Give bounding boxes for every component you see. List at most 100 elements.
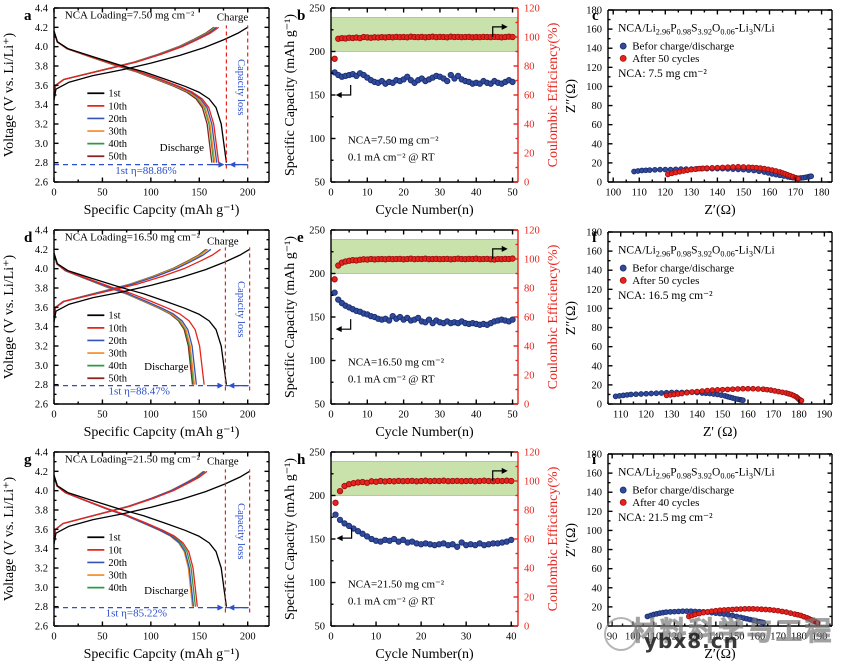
svg-text:160: 160 — [586, 469, 602, 480]
svg-text:0: 0 — [597, 400, 602, 411]
svg-text:100: 100 — [143, 632, 159, 643]
svg-text:40th: 40th — [108, 583, 127, 594]
svg-text:2.6: 2.6 — [35, 178, 48, 189]
svg-text:180: 180 — [791, 632, 807, 643]
svg-text:200: 200 — [240, 188, 256, 199]
svg-text:3.6: 3.6 — [35, 303, 48, 314]
panel-g: NCA Loading=21.50 mg cm⁻² Charge Discharge… — [0, 444, 281, 666]
svg-text:4.4: 4.4 — [35, 226, 49, 237]
svg-text:2.6: 2.6 — [35, 400, 48, 411]
svg-text:Specific Capcity (mAh g⁻¹): Specific Capcity (mAh g⁻¹) — [84, 425, 240, 440]
svg-text:140: 140 — [586, 44, 602, 55]
svg-text:Cycle Number(n): Cycle Number(n) — [375, 647, 474, 662]
panel-e: NCA=16.50 mg cm⁻² 0.1 mA cm⁻² @ RT 0 10 20 30… — [281, 222, 562, 444]
svg-text:150: 150 — [191, 188, 207, 199]
svg-text:150: 150 — [191, 410, 207, 421]
panel-i: NCA/Li2.96P0.98S3.92O0.06-Li3N/Li NCA: 21… — [562, 444, 844, 666]
svg-text:100: 100 — [309, 356, 325, 367]
panel-f-chart: NCA/Li2.96P0.98S3.92O0.06-Li3N/Li NCA: 16… — [564, 228, 833, 440]
svg-text:50: 50 — [315, 400, 326, 411]
svg-text:130: 130 — [683, 188, 699, 199]
svg-text:Specific Capacity (mAh g⁻¹): Specific Capacity (mAh g⁻¹) — [283, 14, 298, 176]
svg-text:4.4: 4.4 — [35, 448, 49, 459]
svg-text:110: 110 — [646, 632, 661, 643]
svg-text:4.0: 4.0 — [35, 264, 48, 275]
svg-text:100: 100 — [309, 134, 325, 145]
svg-text:40th: 40th — [108, 361, 127, 372]
svg-text:0.1 mA cm⁻² @ RT: 0.1 mA cm⁻² @ RT — [348, 151, 435, 163]
svg-text:200: 200 — [309, 269, 325, 280]
svg-text:80: 80 — [592, 545, 603, 556]
panel-g-chart: NCA Loading=21.50 mg cm⁻² Charge Discharge… — [2, 448, 270, 662]
svg-text:Coulombic Efficiency(%): Coulombic Efficiency(%) — [546, 22, 561, 167]
svg-text:250: 250 — [309, 4, 325, 15]
svg-text:Charge: Charge — [207, 236, 239, 248]
svg-text:60: 60 — [592, 120, 603, 131]
svg-text:20: 20 — [524, 371, 535, 382]
svg-text:Voltage (V vs. Li/Li⁺): Voltage (V vs. Li/Li⁺) — [2, 477, 17, 602]
svg-text:3.4: 3.4 — [35, 322, 49, 333]
svg-text:120: 120 — [524, 448, 540, 459]
svg-text:Voltage (V vs. Li/Li⁺): Voltage (V vs. Li/Li⁺) — [2, 255, 17, 380]
svg-text:80: 80 — [592, 323, 603, 334]
svg-text:Discharge: Discharge — [144, 361, 189, 373]
svg-text:Charge: Charge — [217, 12, 249, 24]
svg-text:40: 40 — [592, 361, 603, 372]
svg-text:20th: 20th — [108, 558, 127, 569]
svg-text:120: 120 — [666, 632, 682, 643]
svg-text:Specific Capcity (mAh g⁻¹): Specific Capcity (mAh g⁻¹) — [84, 203, 240, 218]
svg-text:1st η=88.47%: 1st η=88.47% — [108, 385, 169, 397]
svg-text:After 50 cycles: After 50 cycles — [632, 53, 699, 65]
svg-text:Z' (Ω): Z' (Ω) — [703, 425, 738, 440]
svg-text:150: 150 — [715, 410, 731, 421]
svg-text:100: 100 — [605, 188, 621, 199]
svg-text:Discharge: Discharge — [160, 142, 205, 154]
svg-text:2.6: 2.6 — [35, 622, 48, 633]
svg-text:20: 20 — [592, 602, 603, 613]
svg-text:100: 100 — [143, 410, 159, 421]
svg-text:60: 60 — [592, 342, 603, 353]
svg-text:130: 130 — [687, 632, 703, 643]
svg-text:20: 20 — [592, 380, 603, 391]
svg-text:100: 100 — [586, 304, 602, 315]
svg-text:10t: 10t — [108, 545, 122, 556]
svg-text:150: 150 — [736, 188, 752, 199]
svg-text:120: 120 — [586, 63, 602, 74]
svg-text:3.6: 3.6 — [35, 81, 48, 92]
svg-text:4.4: 4.4 — [35, 4, 49, 15]
svg-text:2.8: 2.8 — [35, 380, 48, 391]
svg-text:3.0: 3.0 — [35, 361, 48, 372]
svg-text:Befor charge/discharge: Befor charge/discharge — [632, 485, 734, 497]
svg-text:120: 120 — [586, 285, 602, 296]
svg-text:170: 170 — [788, 188, 804, 199]
svg-text:Specific Capacity (mAh g⁻¹): Specific Capacity (mAh g⁻¹) — [283, 236, 298, 398]
svg-text:Coulombic Efficiency(%): Coulombic Efficiency(%) — [546, 466, 561, 611]
svg-text:100: 100 — [524, 33, 540, 44]
svg-text:180: 180 — [791, 410, 807, 421]
svg-text:b: b — [297, 8, 305, 24]
svg-text:40: 40 — [524, 120, 535, 131]
svg-text:3.0: 3.0 — [35, 583, 48, 594]
svg-text:NCA/Li2.96P0.98S3.92O0.06-Li3N: NCA/Li2.96P0.98S3.92O0.06-Li3N/Li — [618, 467, 775, 481]
svg-text:200: 200 — [240, 632, 256, 643]
svg-text:a: a — [24, 8, 32, 24]
svg-text:50th: 50th — [108, 152, 127, 163]
svg-text:NCA/Li2.96P0.98S3.92O0.06-Li3N: NCA/Li2.96P0.98S3.92O0.06-Li3N/Li — [618, 245, 775, 259]
watermark-chinese-text: 材料科学与工程 — [630, 616, 835, 646]
svg-text:0: 0 — [51, 188, 56, 199]
svg-text:0: 0 — [328, 410, 333, 421]
svg-text:10: 10 — [362, 410, 373, 421]
svg-text:100: 100 — [586, 526, 602, 537]
svg-text:180: 180 — [586, 6, 602, 17]
svg-text:1st η=85.22%: 1st η=85.22% — [106, 607, 167, 619]
svg-text:20th: 20th — [108, 336, 127, 347]
svg-text:30: 30 — [461, 632, 472, 643]
svg-text:140: 140 — [586, 488, 602, 499]
panel-i-chart: NCA/Li2.96P0.98S3.92O0.06-Li3N/Li NCA: 21… — [564, 450, 833, 662]
svg-text:140: 140 — [710, 188, 726, 199]
svg-text:150: 150 — [191, 632, 207, 643]
panel-e-chart: NCA=16.50 mg cm⁻² 0.1 mA cm⁻² @ RT 0 10 20 30… — [283, 226, 561, 441]
svg-text:3.6: 3.6 — [35, 525, 48, 536]
svg-text:40th: 40th — [108, 139, 127, 150]
